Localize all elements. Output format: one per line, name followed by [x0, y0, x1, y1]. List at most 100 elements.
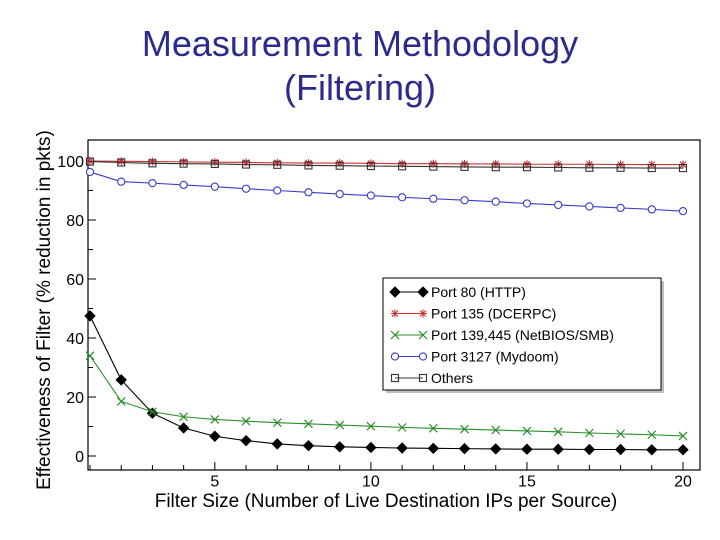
data-point [335, 159, 344, 168]
data-point [335, 161, 344, 170]
data-point [398, 159, 407, 168]
y-tick-label: 0 [75, 449, 84, 466]
legend-marker [418, 373, 428, 383]
data-point [273, 160, 282, 169]
data-point [273, 186, 282, 195]
series-line [89, 161, 683, 169]
data-point [677, 444, 689, 456]
series-line [89, 160, 683, 166]
data-point [583, 443, 596, 456]
legend-entry: Others [390, 370, 473, 386]
legend-marker [391, 309, 399, 318]
legend-marker [418, 330, 428, 340]
data-point [366, 159, 375, 168]
legend-entry: Port 3127 (Mydoom) [390, 349, 559, 365]
data-point [458, 442, 471, 455]
slide-title: Measurement Methodology (Filtering) [0, 22, 720, 110]
data-point [616, 163, 625, 172]
data-point [460, 196, 469, 205]
data-point [86, 157, 94, 165]
data-point [647, 164, 656, 173]
legend-marker [417, 286, 429, 298]
data-point [429, 159, 438, 168]
data-point [304, 188, 313, 197]
data-point [584, 428, 594, 438]
data-point [366, 161, 375, 171]
data-point [646, 444, 658, 456]
data-point [678, 431, 688, 441]
data-point [240, 434, 252, 447]
legend-marker [390, 352, 400, 361]
legend-label: Port 135 (DCERPC) [431, 306, 556, 322]
data-point [304, 159, 313, 168]
data-point [148, 178, 157, 188]
x-tick-label: 15 [518, 473, 536, 490]
y-tick-label: 20 [66, 390, 84, 407]
data-point [115, 374, 127, 386]
series-line [89, 171, 684, 212]
data-point [117, 158, 126, 167]
data-point [148, 157, 157, 166]
data-point [366, 191, 376, 200]
data-point [179, 157, 188, 166]
data-point [553, 427, 563, 437]
y-axis-title: Effectiveness of Filter (% reduction in … [34, 130, 55, 490]
series-2 [85, 351, 688, 441]
data-point [209, 430, 221, 442]
data-point [335, 420, 345, 430]
data-point [397, 422, 407, 432]
data-point [177, 422, 190, 434]
data-point [396, 442, 408, 454]
series-3 [85, 167, 688, 216]
data-point [398, 162, 407, 171]
data-point [554, 163, 563, 172]
data-point [85, 167, 95, 177]
data-point [304, 161, 313, 170]
data-point [365, 441, 377, 454]
slide-title-line-2: (Filtering) [283, 67, 436, 108]
data-point [490, 443, 502, 455]
series-4 [85, 157, 688, 173]
data-point [616, 429, 626, 439]
data-point [302, 439, 315, 452]
data-point [273, 158, 282, 167]
legend-label: Port 139,445 (NetBIOS/SMB) [431, 327, 614, 343]
legend-marker [390, 373, 400, 383]
data-point [522, 199, 532, 208]
data-point [242, 160, 251, 169]
data-point [242, 158, 251, 167]
legend-label: Port 3127 (Mydoom) [431, 349, 559, 365]
y-tick-label: 60 [66, 272, 84, 289]
data-point [366, 421, 376, 431]
x-axis-title: Filter Size (Number of Live Destination … [155, 491, 618, 512]
legend-entry: Port 80 (HTTP) [389, 284, 526, 300]
data-point [304, 419, 313, 429]
legend-label: Port 80 (HTTP) [431, 284, 526, 300]
legend-entry: Port 139,445 (NetBIOS/SMB) [390, 327, 614, 343]
legend-box [382, 277, 662, 391]
data-point [210, 414, 220, 424]
data-point [179, 412, 189, 422]
legend-entry: Port 135 (DCERPC) [391, 306, 556, 322]
data-point [554, 200, 563, 210]
data-point [117, 157, 126, 166]
data-point [521, 443, 533, 455]
x-tick-label: 10 [362, 473, 380, 490]
y-tick-label: 40 [66, 331, 84, 348]
data-point [427, 442, 440, 455]
data-point [428, 423, 438, 433]
data-point [585, 202, 594, 211]
data-point [585, 163, 594, 172]
data-point [241, 416, 251, 426]
data-point [179, 180, 188, 190]
data-point [429, 194, 438, 203]
data-point [335, 189, 344, 199]
data-point [397, 193, 407, 202]
data-point [241, 184, 251, 193]
data-point [179, 159, 188, 168]
legend-marker [419, 309, 427, 318]
data-point [614, 443, 627, 456]
data-point [85, 157, 95, 166]
data-point [678, 164, 688, 173]
data-point [148, 159, 157, 168]
